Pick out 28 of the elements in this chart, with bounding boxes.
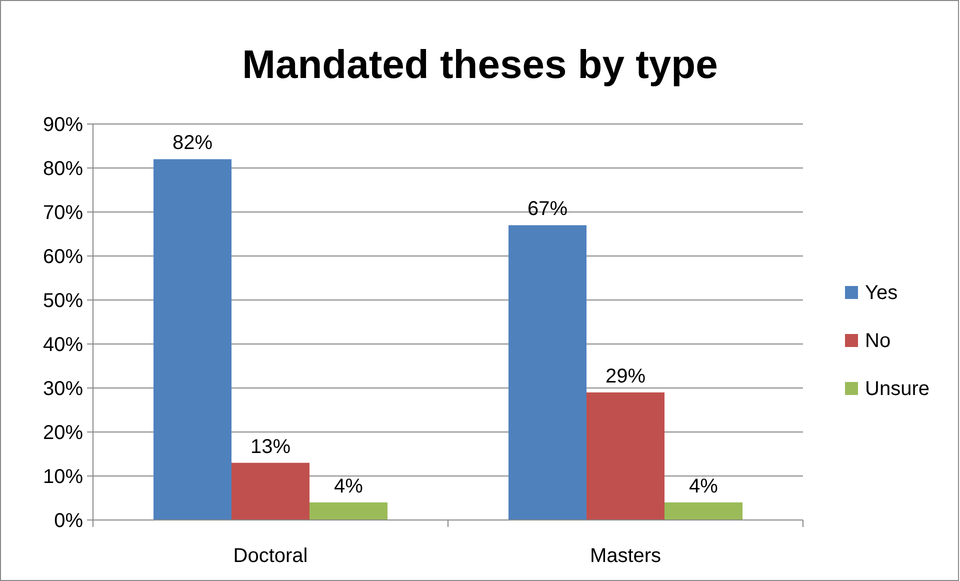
y-tick-label: 70% [42,202,84,224]
data-label: 82% [172,132,213,154]
legend-label: No [865,330,891,352]
bar [154,159,232,520]
data-label: 4% [334,475,364,498]
x-tick-label: Masters [590,545,662,567]
data-label: 13% [250,436,291,458]
y-tick-label: 0% [54,510,84,532]
legend-label: Unsure [865,378,930,400]
bar [586,392,664,520]
x-tick-label: Doctoral [233,545,308,567]
y-tick-label: 40% [42,334,84,356]
bar [232,462,310,520]
data-label: 29% [605,365,646,388]
chart-title: Mandated theses by type [242,43,718,87]
y-tick-label: 50% [42,290,84,312]
data-label: 67% [527,198,568,220]
bar [664,502,742,520]
y-tick-label: 20% [42,422,84,444]
y-tick-label: 80% [42,158,84,180]
y-tick-label: 30% [42,378,84,400]
data-label: 4% [689,475,718,498]
y-tick-label: 60% [42,246,84,268]
legend-label: Yes [865,282,898,304]
bar [310,502,388,520]
y-tick-label: 90% [42,114,84,136]
y-tick-label: 10% [42,466,84,488]
bar [508,225,586,520]
